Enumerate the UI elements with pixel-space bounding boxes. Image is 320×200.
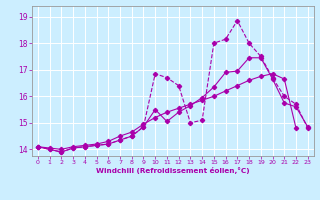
X-axis label: Windchill (Refroidissement éolien,°C): Windchill (Refroidissement éolien,°C) <box>96 167 250 174</box>
